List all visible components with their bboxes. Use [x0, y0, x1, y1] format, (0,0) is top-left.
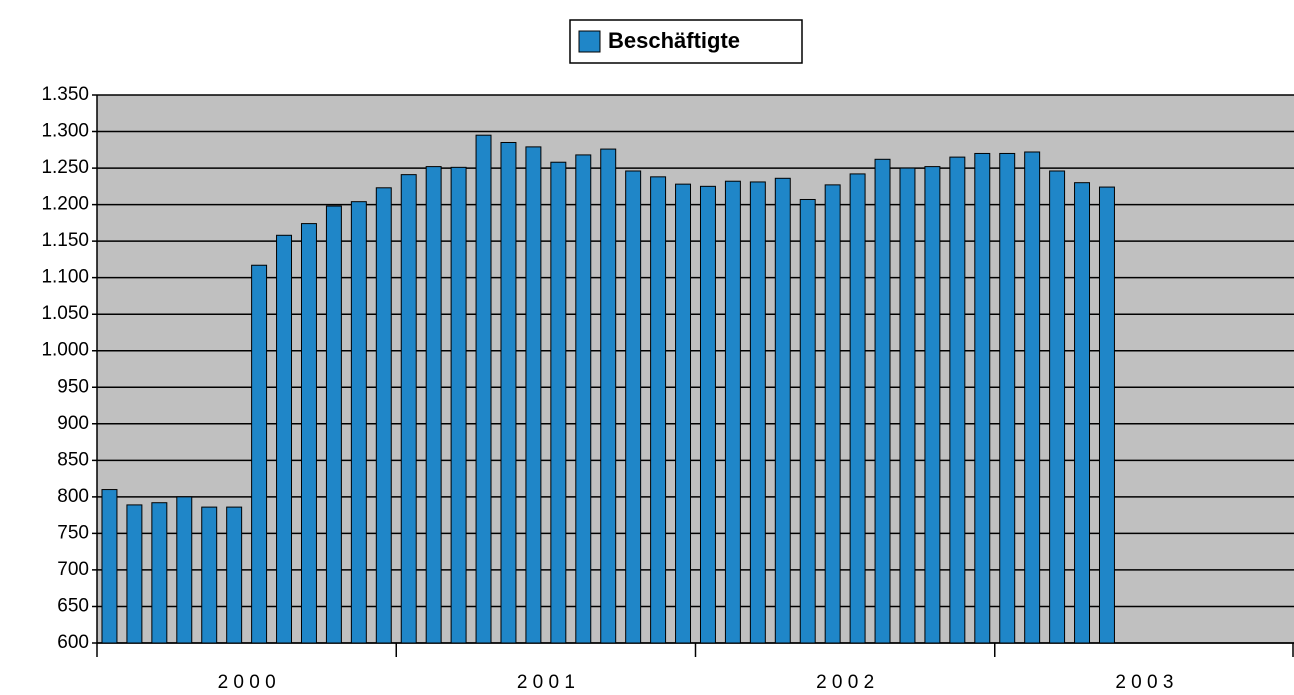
y-tick-label: 1.100: [41, 267, 89, 288]
y-tick-label: 700: [57, 559, 89, 580]
y-tick-label: 650: [57, 595, 89, 616]
y-tick-label: 600: [57, 632, 89, 653]
bar: [675, 183, 692, 644]
bar: [1098, 186, 1115, 644]
bar: [600, 148, 617, 644]
bar: [874, 158, 891, 644]
bar: [475, 134, 492, 644]
x-group-label: 2 0 0 2: [816, 672, 874, 693]
bar: [824, 184, 841, 644]
x-group-label: 2 0 0 1: [517, 672, 575, 693]
y-tick-label: 950: [57, 376, 89, 397]
bar: [999, 152, 1016, 644]
y-tick-label: 1.150: [41, 230, 89, 251]
y-tick-label: 900: [57, 413, 89, 434]
bar: [899, 167, 916, 644]
y-tick-label: 1.300: [41, 121, 89, 142]
y-tick-label: 1.050: [41, 303, 89, 324]
bar: [1024, 151, 1041, 644]
bar: [974, 152, 991, 644]
bar: [699, 185, 716, 644]
bar: [575, 154, 592, 644]
bar: [375, 187, 392, 644]
bar: [151, 502, 168, 644]
bar: [300, 223, 317, 644]
bar: [949, 156, 966, 644]
bar: [924, 166, 941, 644]
y-tick-label: 750: [57, 522, 89, 543]
bar: [325, 205, 342, 644]
bar: [1074, 182, 1091, 644]
bar: [749, 181, 766, 644]
bar: [201, 506, 218, 644]
y-tick-label: 800: [57, 486, 89, 507]
bar: [724, 180, 741, 644]
bar: [400, 174, 417, 644]
bar: [625, 170, 642, 644]
bar: [500, 141, 517, 644]
bar: [849, 173, 866, 644]
bar: [799, 198, 816, 644]
x-group-label: 2 0 0 0: [218, 672, 276, 693]
legend-label: Beschäftigte: [608, 28, 740, 53]
bar: [425, 166, 442, 644]
bar: [350, 201, 367, 644]
bar: [550, 161, 567, 644]
x-group-label: 2 0 0 3: [1115, 672, 1173, 693]
bar: [226, 506, 243, 644]
legend-swatch: [578, 30, 601, 53]
legend: [569, 19, 803, 64]
bar: [101, 489, 118, 644]
bar: [276, 234, 293, 644]
y-tick-label: 1.200: [41, 194, 89, 215]
y-tick-label: 1.250: [41, 157, 89, 178]
y-tick-label: 850: [57, 449, 89, 470]
plot-area: [97, 95, 1294, 643]
bar: [176, 496, 193, 644]
bar: [126, 504, 143, 644]
bar: [650, 176, 667, 644]
y-tick-label: 1.000: [41, 340, 89, 361]
y-tick-label: 1.350: [41, 84, 89, 105]
bar: [450, 166, 467, 644]
bar: [1049, 170, 1066, 644]
bar: [251, 264, 268, 644]
bar: [774, 177, 791, 644]
bar: [525, 146, 542, 644]
